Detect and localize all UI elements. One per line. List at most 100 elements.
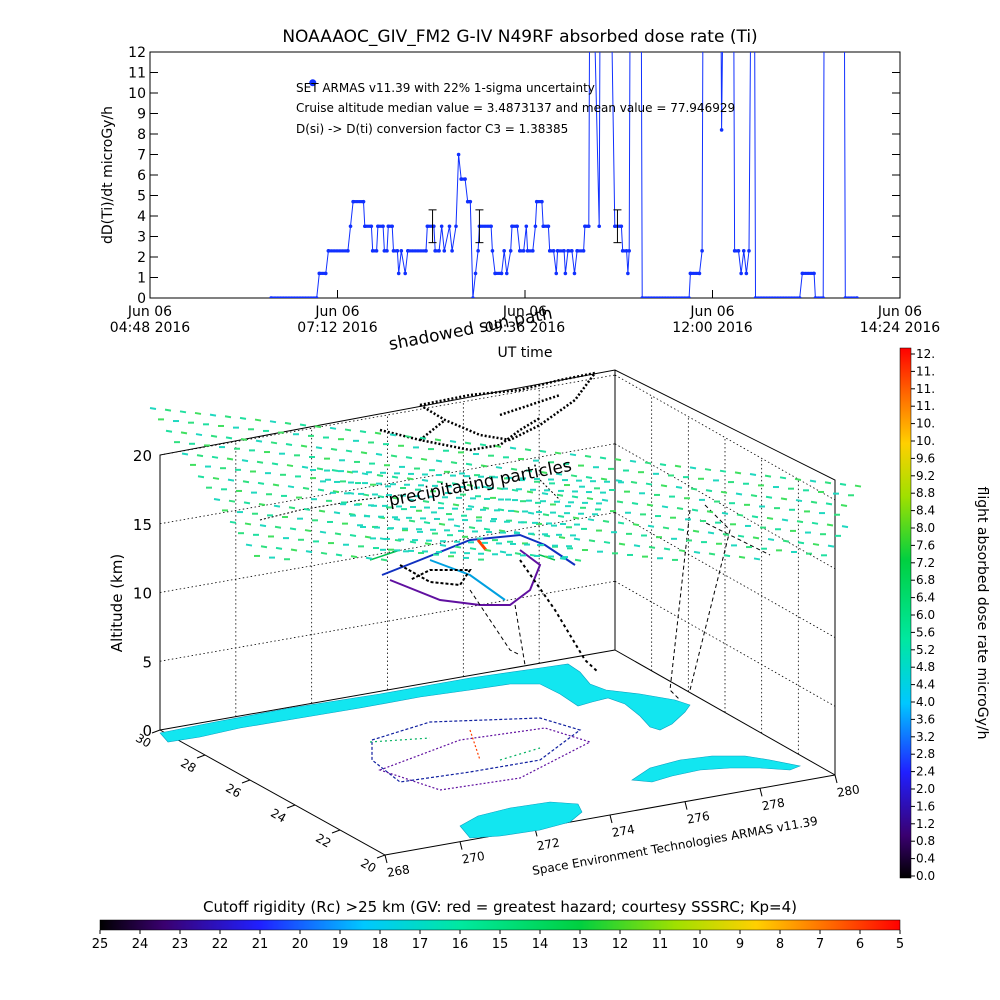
x-tick-label: Jun 06 bbox=[877, 304, 922, 320]
particle-dash bbox=[452, 503, 460, 507]
particle-dash bbox=[839, 482, 847, 486]
particle-dash bbox=[409, 540, 417, 544]
series-line bbox=[844, 52, 857, 298]
particle-dash bbox=[301, 465, 309, 469]
particle-dash bbox=[288, 506, 296, 510]
particle-dash bbox=[749, 473, 757, 476]
y-tick-label: 4 bbox=[137, 209, 146, 225]
particle-dash bbox=[527, 511, 535, 515]
particle-dash bbox=[290, 548, 298, 552]
altitude-tick-label: 15 bbox=[133, 516, 152, 534]
dose-tick-label: 2.8 bbox=[916, 747, 935, 761]
particle-dash bbox=[648, 545, 656, 549]
particle-dash bbox=[275, 546, 283, 550]
dose-tick-label: 3.6 bbox=[916, 712, 935, 726]
data-point bbox=[820, 296, 824, 298]
particle-dash bbox=[389, 433, 397, 437]
particle-dash bbox=[314, 425, 322, 429]
particle-dash bbox=[438, 522, 446, 526]
particle-dash bbox=[213, 498, 221, 502]
precipitating-particles-label: precipitating particles bbox=[387, 456, 573, 511]
particle-dash bbox=[333, 511, 341, 515]
particle-dash bbox=[556, 493, 564, 497]
particle-dash bbox=[750, 494, 758, 498]
particle-dash bbox=[827, 544, 835, 548]
particle-dash bbox=[618, 542, 626, 546]
dose-tick-label: 10. bbox=[916, 434, 935, 448]
altitude-tick-label: 10 bbox=[133, 585, 152, 603]
particle-dash bbox=[706, 510, 714, 514]
data-point bbox=[504, 271, 509, 276]
particle-dash bbox=[574, 558, 582, 562]
particle-dash bbox=[377, 495, 385, 499]
rigidity-tick-label: 16 bbox=[452, 937, 469, 952]
rigidity-tick-label: 10 bbox=[692, 937, 709, 952]
latitude-tick-label: 30 bbox=[133, 731, 153, 751]
particle-dash bbox=[329, 426, 337, 430]
particle-dash bbox=[241, 459, 249, 463]
grid-line bbox=[614, 374, 836, 501]
particle-dash bbox=[586, 497, 594, 501]
dose-colorbar-title: flight absorbed dose rate microGy/h bbox=[974, 487, 990, 740]
data-point bbox=[739, 271, 743, 276]
legend-symbol bbox=[309, 79, 317, 87]
particle-dash bbox=[647, 524, 655, 528]
particle-dash bbox=[300, 444, 308, 448]
particle-dash bbox=[469, 547, 477, 551]
particle-dash bbox=[840, 504, 848, 507]
latitude-tick-label: 22 bbox=[313, 831, 333, 851]
particle-dash bbox=[825, 502, 833, 506]
data-point bbox=[502, 249, 506, 253]
particle-dash bbox=[260, 545, 268, 549]
latitude-tick-mark bbox=[151, 729, 161, 734]
y-tick-label: 8 bbox=[137, 127, 146, 143]
particle-dash bbox=[526, 490, 534, 494]
particle-dash bbox=[404, 435, 412, 439]
particle-dash bbox=[454, 545, 462, 549]
particle-dash bbox=[767, 537, 775, 541]
particle-dash bbox=[240, 438, 248, 441]
particle-dash bbox=[704, 468, 712, 472]
data-point bbox=[685, 296, 690, 298]
particle-dash bbox=[615, 479, 623, 483]
data-point bbox=[360, 200, 365, 204]
particle-dash bbox=[794, 477, 802, 481]
particle-dash bbox=[211, 455, 219, 459]
data-point bbox=[467, 200, 471, 204]
particle-dash bbox=[317, 488, 325, 492]
particle-dash bbox=[450, 461, 458, 465]
data-point bbox=[399, 249, 404, 253]
particle-dash bbox=[465, 462, 473, 466]
credit-label: Space Environment Technologies ARMAS v11… bbox=[531, 814, 819, 878]
data-point bbox=[741, 249, 746, 253]
particle-dash bbox=[629, 459, 637, 463]
particle-dash bbox=[270, 441, 278, 445]
particle-dash bbox=[782, 539, 790, 543]
data-point bbox=[572, 271, 577, 276]
particle-dash bbox=[600, 477, 608, 481]
rigidity-tick-label: 9 bbox=[736, 937, 744, 952]
data-point bbox=[369, 224, 373, 228]
data-point bbox=[374, 249, 378, 253]
data-point bbox=[700, 249, 704, 253]
rigidity-colorbar-scale bbox=[99, 919, 901, 931]
particle-dash bbox=[571, 495, 579, 499]
dose-tick-label: 7.6 bbox=[916, 538, 935, 552]
rigidity-tick-label: 23 bbox=[172, 937, 189, 952]
particle-dash bbox=[661, 505, 669, 509]
dose-rate-series bbox=[269, 52, 859, 298]
rigidity-tick-label: 11 bbox=[652, 937, 669, 952]
particle-dash bbox=[467, 504, 475, 508]
y-tick-label: 1 bbox=[137, 271, 146, 287]
particle-dash bbox=[511, 488, 519, 492]
particle-dash bbox=[256, 460, 264, 464]
longitude-tick-mark bbox=[759, 788, 763, 797]
particle-dash bbox=[603, 540, 611, 544]
data-point bbox=[533, 224, 538, 229]
particle-dash bbox=[408, 519, 416, 523]
particle-dash bbox=[420, 457, 428, 461]
precipitating-particles-field bbox=[149, 407, 862, 562]
particle-dash bbox=[753, 557, 761, 561]
